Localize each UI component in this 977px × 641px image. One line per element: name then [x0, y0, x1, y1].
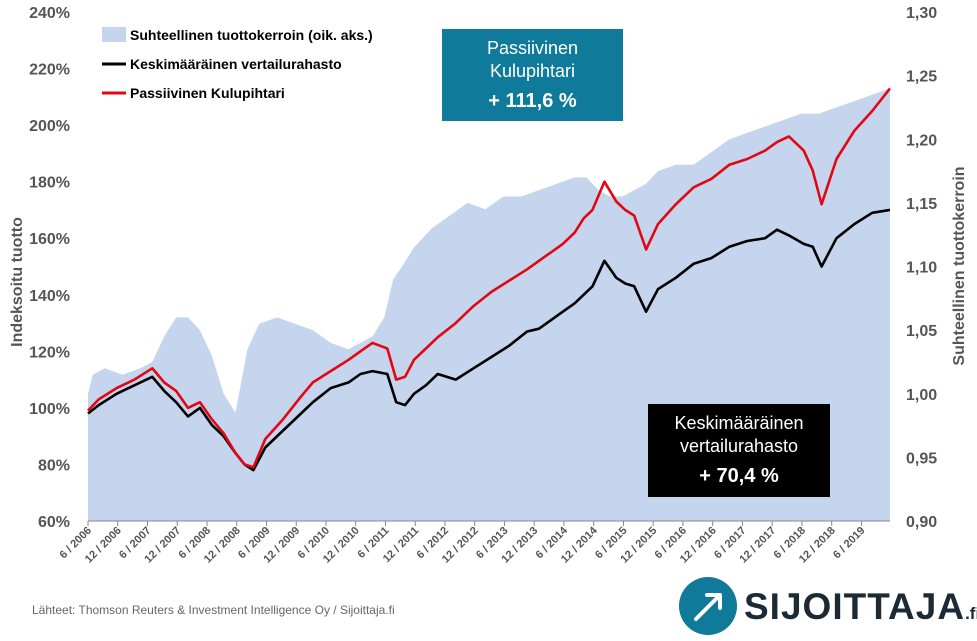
annotation-value: + 70,4 %	[699, 465, 779, 487]
annotation-line: vertailurahasto	[679, 436, 799, 456]
right-tick-label: 1,05	[906, 323, 937, 340]
right-tick-label: 1,00	[906, 387, 937, 404]
legend-label-area: Suhteellinen tuottokerroin (oik. aks.)	[130, 27, 373, 43]
right-tick-label: 0,90	[906, 514, 937, 531]
annotation-box-passive: Passiivinen Kulupihtari + 111,6 %	[442, 29, 623, 121]
left-tick-label: 160%	[29, 231, 70, 248]
right-tick-label: 1,20	[906, 132, 937, 149]
right-tick-label: 1,10	[906, 260, 937, 277]
legend: Suhteellinen tuottokerroin (oik. aks.) K…	[102, 27, 373, 101]
right-tick-label: 1,25	[906, 69, 937, 86]
left-tick-label: 100%	[29, 401, 70, 418]
left-tick-label: 60%	[38, 514, 70, 531]
legend-swatch-area	[102, 27, 126, 42]
annotation-line: Keskimääräinen	[674, 413, 804, 433]
right-axis-ticks: 0,90 0,95 1,00 1,05 1,10 1,15 1,20 1,25 1,30	[906, 5, 937, 531]
annotation-value: + 111,6 %	[488, 90, 577, 112]
left-axis-title: Indeksoitu tuotto	[9, 217, 26, 347]
source-note: Lähteet: Thomson Reuters & Investment In…	[32, 603, 395, 617]
left-tick-label: 200%	[29, 118, 70, 135]
right-tick-label: 1,30	[906, 5, 937, 22]
right-tick-label: 1,15	[906, 196, 937, 213]
benchmark-fund-line	[87, 208, 891, 472]
left-tick-label: 180%	[29, 175, 70, 192]
annotation-line: Passiivinen	[486, 38, 579, 58]
left-tick-label: 240%	[29, 5, 70, 22]
brand-name: SIJOITTAJA.fi	[744, 586, 977, 628]
brand-logo: SIJOITTAJA.fi	[678, 576, 977, 636]
brand-arrow-icon	[679, 577, 737, 635]
left-tick-label: 80%	[38, 457, 70, 474]
left-tick-label: 120%	[29, 344, 70, 361]
passive-fund-line	[87, 87, 892, 469]
left-axis-ticks: 60% 80% 100% 120% 140% 160% 180% 200% 220% 240%	[29, 5, 70, 531]
brand-suffix: .fi	[965, 604, 977, 623]
legend-label-black: Keskimääräinen vertailurahasto	[130, 56, 342, 72]
annotation-line: Kulupihtari	[489, 61, 576, 81]
legend-label-red: Passiivinen Kulupihtari	[130, 85, 285, 101]
left-tick-label: 220%	[29, 62, 70, 79]
annotation-box-benchmark: Keskimääräinen vertailurahasto + 70,4 %	[648, 404, 830, 497]
x-tick-label: 6 / 2019	[831, 525, 868, 562]
right-axis-title: Suhteellinen tuottokerroin	[951, 166, 968, 365]
brand-name-text: SIJOITTAJA	[744, 586, 966, 627]
right-tick-label: 0,95	[906, 450, 937, 467]
left-tick-label: 140%	[29, 288, 70, 305]
